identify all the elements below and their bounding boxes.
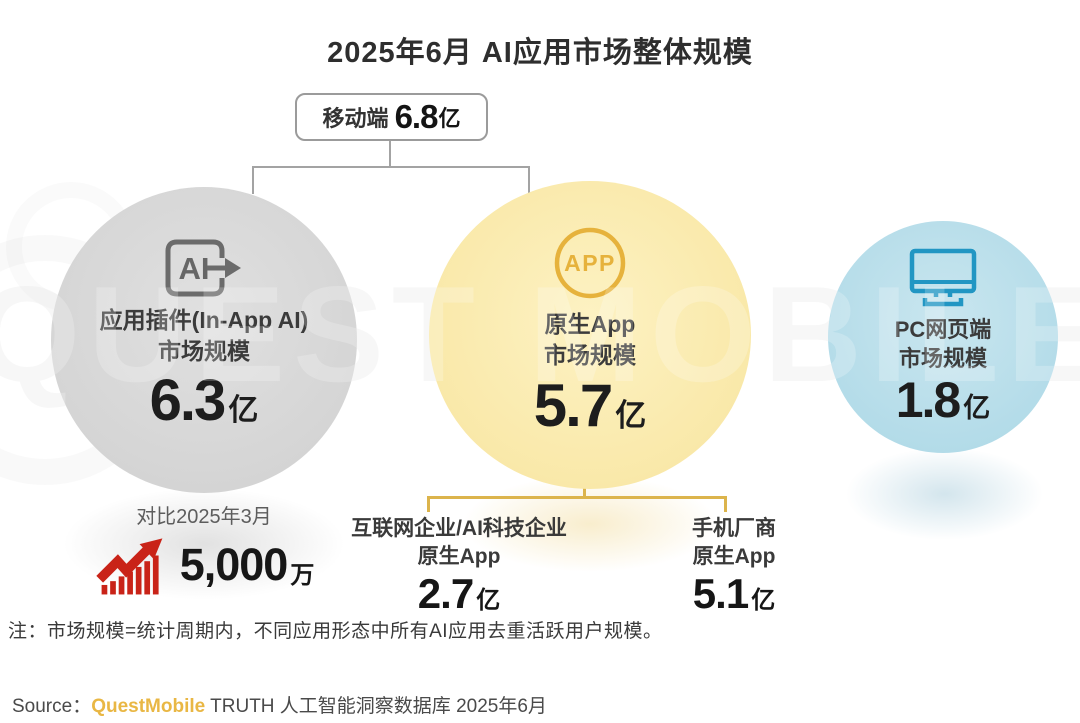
comparison-unit: 万	[290, 562, 315, 589]
page-title: 2025年6月 AI应用市场整体规模	[327, 37, 753, 69]
monitor-icon	[909, 248, 977, 307]
bubble-native-title-line2: 市场规模	[544, 342, 636, 369]
source-prefix: Source：	[12, 696, 92, 717]
bubble-native-value: 5.7	[533, 372, 613, 440]
subnode-oem-line1: 手机厂商	[692, 517, 776, 540]
connector-drop-right	[528, 166, 530, 194]
subnode-internet-line1: 互联网企业/AI科技企业	[351, 517, 567, 540]
comparison-value-row: 5,000 万	[58, 533, 350, 597]
bubble-inapp-unit: 亿	[228, 394, 259, 428]
source-suffix: TRUTH 人工智能洞察数据库 2025年6月	[205, 696, 547, 717]
bubble-pcweb-value: 1.8	[895, 372, 962, 429]
bubble-pc-web: PC网页端 市场规模 1.8 亿	[828, 221, 1058, 453]
root-node-mobile: 移动端 6.8 亿	[295, 93, 488, 141]
connector-stem	[389, 141, 391, 167]
connector-drop-left	[252, 166, 254, 194]
subnode-oem-value: 5.1	[692, 570, 749, 618]
app-icon-label: APP	[564, 250, 616, 276]
subnode-internet-line2: 原生App	[417, 544, 501, 568]
root-node-unit: 亿	[438, 106, 461, 131]
subnode-internet-companies: 互联网企业/AI科技企业 原生App 2.7 亿	[338, 515, 580, 615]
bubble-native-value-row: 5.7 亿	[534, 376, 646, 436]
bubble-pcweb-unit: 亿	[963, 393, 991, 424]
bubble-inapp-value-row: 6.3 亿	[150, 372, 259, 430]
blue-bubble-shadow	[842, 446, 1047, 542]
ai-icon-label: AI	[179, 251, 210, 286]
bubble-pcweb-title-line2: 市场规模	[898, 346, 987, 372]
comparison-label: 对比2025年3月	[136, 506, 272, 528]
subnode-oem-line2: 原生App	[692, 544, 776, 568]
app-badge-icon: APP	[554, 227, 626, 299]
subnode-phone-manufacturers: 手机厂商 原生App 5.1 亿	[622, 515, 846, 615]
bubble-inapp-ai: AI 应用插件(In-App AI) 市场规模 6.3 亿	[51, 187, 357, 493]
bubble-pcweb-title-line1: PC网页端	[894, 317, 992, 342]
root-node-value: 6.8	[394, 98, 439, 135]
in-app-ai-icon: AI	[165, 239, 241, 297]
subnode-oem-unit: 亿	[751, 587, 776, 615]
connector-horizontal	[252, 166, 530, 168]
root-node-label: 移动端	[322, 106, 389, 131]
bubble-inapp-title-line2: 市场规模	[158, 338, 250, 365]
bracket-horizontal	[427, 496, 727, 499]
comparison-value: 5,000	[179, 539, 289, 590]
source-line: Source：QuestMobile TRUTH 人工智能洞察数据库 2025年…	[12, 691, 547, 718]
comparison-block: 对比2025年3月 5,000 万	[58, 500, 350, 597]
subnode-internet-value-row: 2.7 亿	[338, 573, 580, 615]
bubble-native-title-line1: 原生App	[544, 311, 636, 337]
source-brand: QuestMobile	[91, 696, 206, 717]
bubble-native-app: APP 原生App 市场规模 5.7 亿	[429, 181, 751, 489]
subnode-internet-unit: 亿	[476, 587, 501, 615]
bubble-native-unit: 亿	[615, 398, 647, 434]
bracket-tick-left	[427, 496, 430, 512]
subnode-internet-value: 2.7	[417, 570, 474, 618]
bubble-inapp-title-line1: 应用插件(In-App AI)	[99, 307, 309, 333]
bubble-pcweb-value-row: 1.8 亿	[896, 375, 991, 425]
growth-arrow-icon	[96, 538, 163, 595]
footnote: 注：市场规模=统计周期内，不同应用形态中所有AI应用去重活跃用户规模。	[8, 621, 663, 642]
subnode-oem-value-row: 5.1 亿	[622, 573, 846, 615]
bubble-inapp-value: 6.3	[149, 368, 227, 434]
bracket-tick-right	[724, 496, 727, 512]
